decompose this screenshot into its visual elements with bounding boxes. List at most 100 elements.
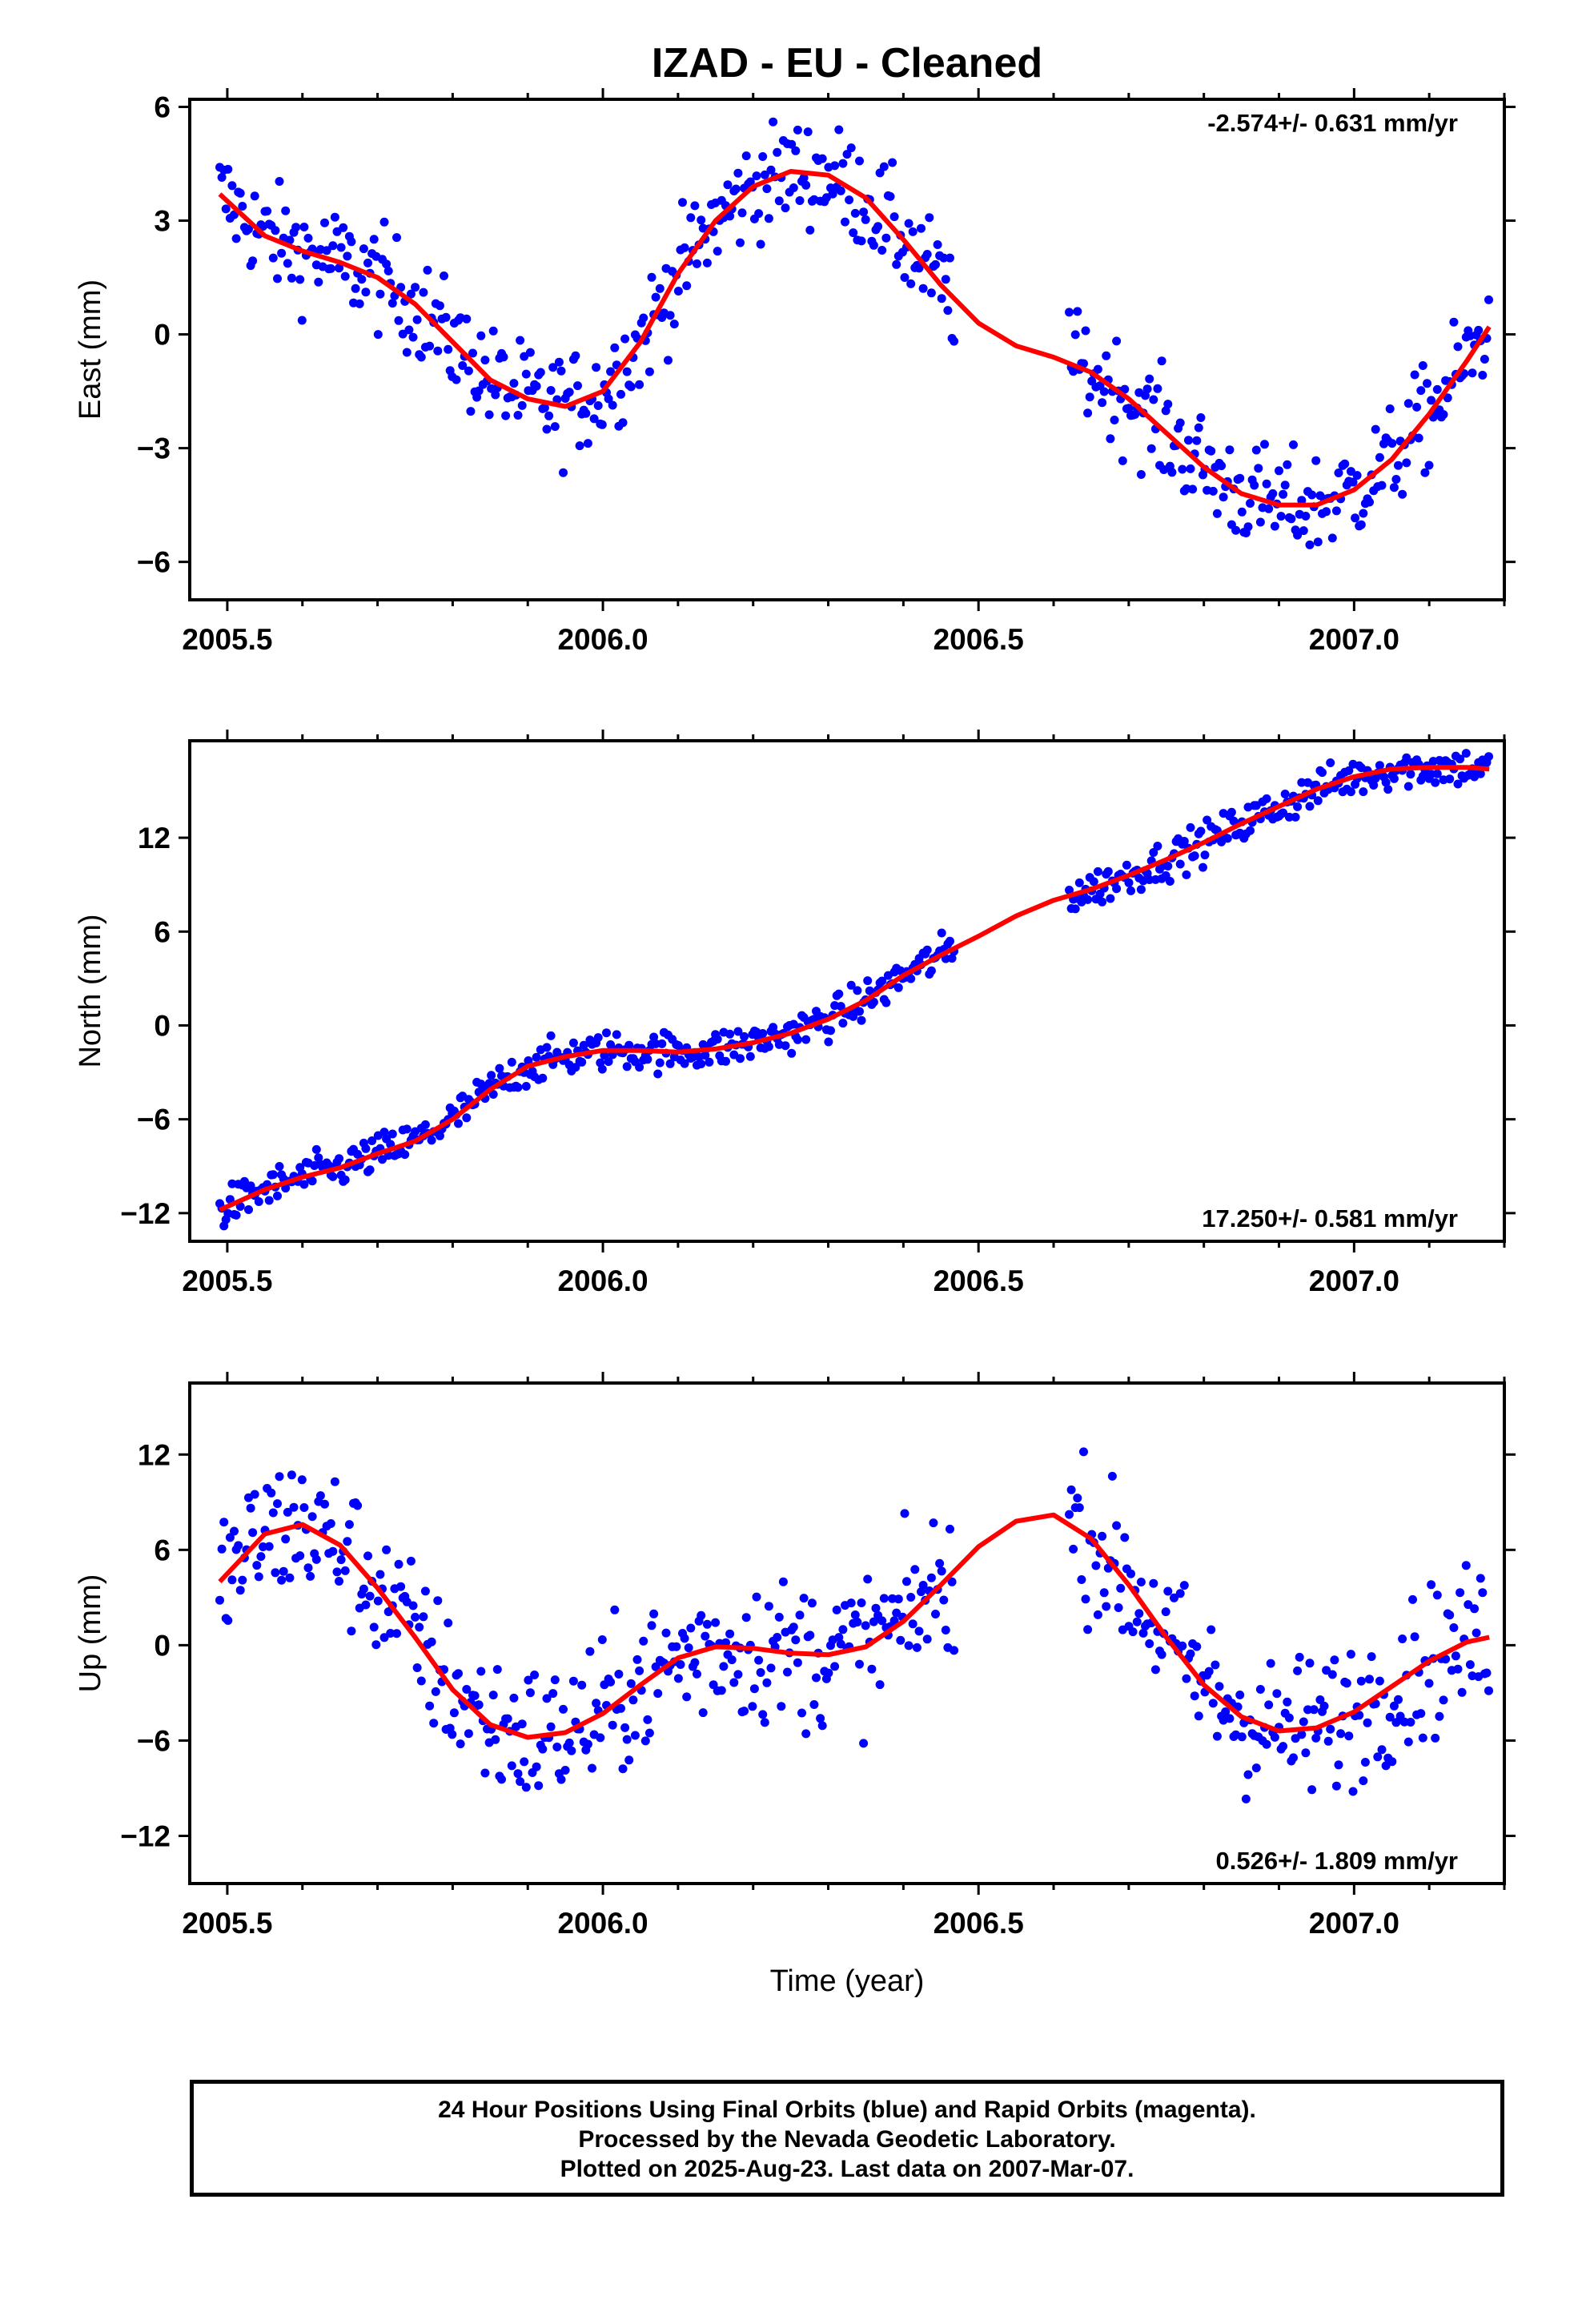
data-point: [1279, 808, 1288, 818]
data-point: [1385, 1712, 1395, 1722]
x-tick-label: 2007.0: [1309, 1907, 1399, 1940]
data-point: [375, 289, 385, 299]
data-point: [248, 256, 258, 266]
data-point: [758, 152, 768, 161]
data-point: [1457, 1687, 1467, 1697]
data-point: [556, 366, 566, 376]
data-point: [263, 207, 272, 216]
data-point: [521, 1783, 531, 1792]
data-point: [616, 1703, 625, 1713]
data-point: [875, 1680, 885, 1690]
data-point: [616, 389, 625, 399]
data-points: [215, 117, 1493, 549]
data-point: [423, 265, 432, 275]
x-tick-label: 2007.0: [1309, 1265, 1399, 1297]
data-point: [513, 1083, 523, 1092]
data-point: [1280, 480, 1290, 490]
data-point: [1065, 308, 1074, 317]
data-point: [766, 165, 776, 175]
data-point: [554, 357, 564, 367]
data-point: [1212, 509, 1222, 518]
data-point: [227, 181, 237, 191]
data-point: [560, 1766, 570, 1775]
plot-frame: [188, 1381, 1506, 1885]
data-point: [838, 1019, 848, 1028]
data-point: [550, 422, 560, 432]
data-point: [1313, 796, 1323, 806]
data-point: [1453, 1664, 1463, 1674]
data-point: [680, 1059, 689, 1068]
data-point: [387, 299, 397, 308]
data-point: [926, 288, 936, 298]
data-point: [1098, 398, 1107, 408]
data-point: [888, 158, 897, 167]
data-point: [783, 1667, 792, 1677]
data-point: [900, 1509, 909, 1518]
data-point: [632, 1655, 642, 1664]
data-point: [889, 1616, 899, 1626]
data-point: [1482, 1668, 1492, 1678]
data-point: [299, 1503, 309, 1512]
data-point: [497, 1775, 506, 1784]
data-point: [725, 1029, 735, 1039]
data-point: [649, 1032, 659, 1042]
data-point: [655, 1058, 665, 1068]
data-point: [1348, 1787, 1358, 1796]
data-point: [402, 348, 412, 357]
data-point: [404, 325, 414, 335]
data-point: [1207, 446, 1216, 456]
data-point: [513, 411, 523, 420]
data-point: [322, 246, 331, 255]
data-point: [238, 202, 247, 211]
data-point: [635, 1063, 644, 1072]
data-point: [1190, 851, 1199, 861]
data-point: [717, 1686, 726, 1695]
data-point: [665, 311, 675, 320]
data-point: [592, 363, 601, 372]
data-point: [1098, 897, 1107, 907]
data-point: [420, 1586, 430, 1596]
data-point: [1484, 1686, 1493, 1695]
data-point: [879, 1594, 889, 1603]
data-point: [311, 1144, 321, 1154]
data-point: [583, 439, 592, 448]
data-point: [1070, 330, 1080, 340]
data-point: [698, 1708, 708, 1718]
data-point: [1432, 1590, 1442, 1600]
data-point: [480, 356, 490, 365]
chart-title: IZAD - EU - Cleaned: [652, 40, 1042, 86]
data-point: [454, 1669, 463, 1679]
data-point: [1478, 371, 1488, 380]
data-point: [546, 1031, 556, 1040]
data-point: [328, 1172, 338, 1181]
data-point: [1283, 1697, 1292, 1707]
data-point: [664, 356, 673, 365]
data-point: [326, 1519, 335, 1528]
data-point: [1081, 326, 1090, 336]
data-point: [1381, 1761, 1391, 1771]
data-point: [1355, 1711, 1364, 1720]
data-point: [925, 213, 934, 223]
data-point: [412, 315, 422, 324]
data-point: [1255, 517, 1265, 527]
data-point: [931, 1610, 940, 1618]
data-point: [1432, 769, 1442, 778]
data-point: [855, 1007, 864, 1016]
data-point: [1309, 1705, 1319, 1715]
data-point: [488, 1691, 498, 1700]
data-point: [649, 1609, 659, 1618]
y-tick-label: 12: [138, 1438, 171, 1471]
data-point: [495, 1063, 504, 1073]
data-point: [871, 1603, 881, 1613]
data-point: [1375, 1676, 1384, 1686]
data-point: [589, 414, 599, 424]
data-point: [462, 1685, 472, 1694]
data-point: [521, 369, 531, 379]
data-point: [774, 196, 784, 206]
data-point: [1348, 477, 1358, 487]
data-point: [492, 1665, 502, 1675]
data-point: [610, 343, 620, 352]
data-point: [406, 289, 416, 299]
data-point: [758, 1029, 768, 1038]
data-point: [721, 1056, 730, 1066]
